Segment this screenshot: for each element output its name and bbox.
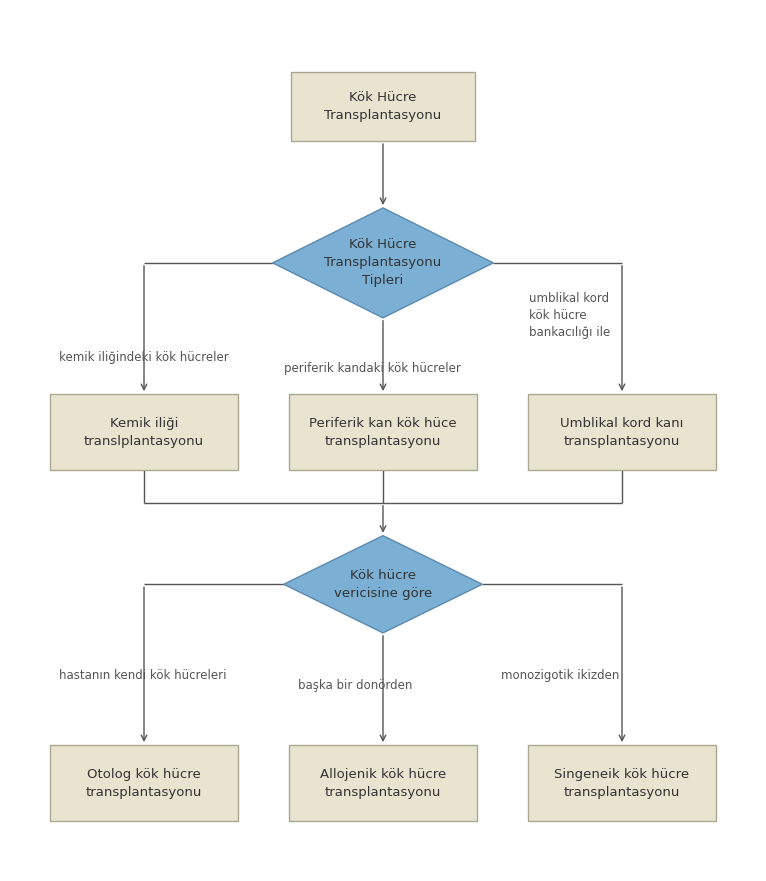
Polygon shape xyxy=(283,536,483,633)
Text: umblikal kord
kök hücre
bankacılığı ile: umblikal kord kök hücre bankacılığı ile xyxy=(529,292,610,339)
Text: Umblikal kord kanı
transplantasyonu: Umblikal kord kanı transplantasyonu xyxy=(560,417,684,448)
Text: periferik kandaki kök hücreler: periferik kandaki kök hücreler xyxy=(283,361,460,374)
Text: başka bir donörden: başka bir donörden xyxy=(299,678,413,692)
FancyBboxPatch shape xyxy=(529,394,715,470)
FancyBboxPatch shape xyxy=(51,394,237,470)
Text: Periferik kan kök hüce
transplantasyonu: Periferik kan kök hüce transplantasyonu xyxy=(309,417,457,448)
Text: Kök Hücre
Transplantasyonu
Tipleri: Kök Hücre Transplantasyonu Tipleri xyxy=(324,239,442,287)
Text: hastanın kendi kök hücreleri: hastanın kendi kök hücreleri xyxy=(60,669,227,682)
Text: Singeneik kök hücre
transplantasyonu: Singeneik kök hücre transplantasyonu xyxy=(555,767,689,798)
FancyBboxPatch shape xyxy=(529,745,715,821)
FancyBboxPatch shape xyxy=(291,71,475,141)
FancyBboxPatch shape xyxy=(51,745,237,821)
Polygon shape xyxy=(273,208,493,318)
Text: Allojenik kök hücre
transplantasyonu: Allojenik kök hücre transplantasyonu xyxy=(320,767,446,798)
Text: Kemik iliği
translplantasyonu: Kemik iliği translplantasyonu xyxy=(84,417,204,448)
Text: kemik iliğindeki kök hücreler: kemik iliğindeki kök hücreler xyxy=(60,352,229,365)
Text: monozigotik ikizden: monozigotik ikizden xyxy=(501,669,619,682)
Text: Kök hücre
vericisine göre: Kök hücre vericisine göre xyxy=(334,569,432,600)
Text: Kök Hücre
Transplantasyonu: Kök Hücre Transplantasyonu xyxy=(324,91,442,122)
Text: Otolog kök hücre
transplantasyonu: Otolog kök hücre transplantasyonu xyxy=(86,767,202,798)
FancyBboxPatch shape xyxy=(290,745,476,821)
FancyBboxPatch shape xyxy=(290,394,476,470)
